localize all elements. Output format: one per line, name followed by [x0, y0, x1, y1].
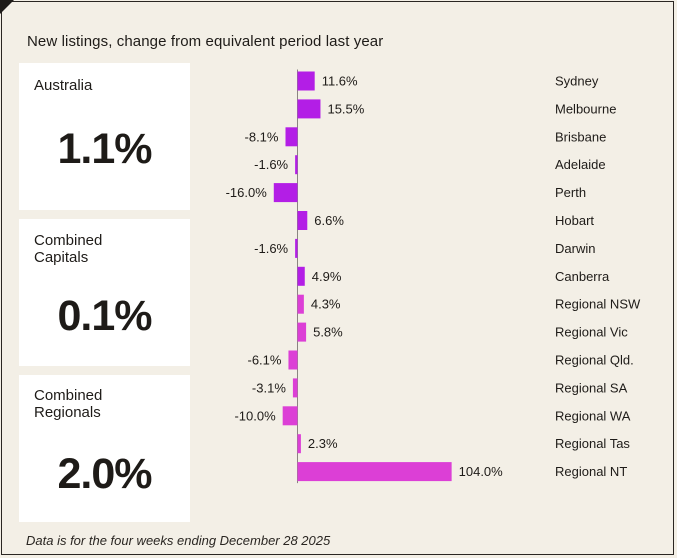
bar-sydney	[297, 71, 315, 91]
card-combined-regionals: Combined Regionals 2.0%	[19, 375, 190, 522]
bar-canberra	[297, 266, 305, 286]
card-australia: Australia 1.1%	[19, 63, 190, 210]
category-label-adelaide: Adelaide	[555, 157, 606, 172]
category-label-sydney: Sydney	[555, 74, 599, 89]
value-label-sydney: 11.6%	[322, 74, 358, 89]
card-combined-capitals-label: Combined Capitals	[34, 232, 103, 266]
value-label-regional-tas: 2.3%	[308, 436, 338, 451]
category-label-regional-nt: Regional NT	[555, 464, 627, 479]
bar-regional-tas	[297, 434, 301, 454]
value-label-adelaide: -1.6%	[254, 157, 288, 172]
bar-regional-sa	[292, 378, 298, 398]
card-australia-label: Australia	[34, 77, 93, 94]
bar-regional-vic	[297, 322, 307, 342]
chart-title: New listings, change from equivalent per…	[27, 33, 384, 50]
bar-brisbane	[285, 127, 298, 147]
category-label-melbourne: Melbourne	[555, 101, 616, 116]
bar-regional-wa	[282, 406, 298, 426]
card-combined-capitals: Combined Capitals 0.1%	[19, 219, 190, 366]
category-label-hobart: Hobart	[555, 213, 594, 228]
value-label-regional-qld: -6.1%	[247, 353, 281, 368]
value-label-regional-nsw: 4.3%	[311, 297, 341, 312]
value-label-regional-wa: -10.0%	[234, 408, 276, 423]
bar-perth	[273, 183, 298, 203]
value-label-regional-nt: 104.0%	[459, 464, 504, 479]
category-label-regional-sa: Regional SA	[555, 380, 628, 395]
value-label-hobart: 6.6%	[314, 213, 344, 228]
bar-darwin	[295, 238, 298, 258]
card-combined-capitals-value: 0.1%	[57, 292, 152, 340]
category-label-regional-tas: Regional Tas	[555, 436, 630, 451]
value-label-brisbane: -8.1%	[245, 129, 279, 144]
value-label-perth: -16.0%	[226, 185, 268, 200]
value-label-darwin: -1.6%	[254, 241, 288, 256]
corner-mark	[0, 0, 14, 14]
bar-regional-nsw	[297, 294, 304, 314]
category-label-regional-qld: Regional Qld.	[555, 353, 634, 368]
category-label-canberra: Canberra	[555, 269, 610, 284]
footnote: Data is for the four weeks ending Decemb…	[26, 533, 331, 548]
bar-hobart	[297, 211, 308, 230]
category-label-darwin: Darwin	[555, 241, 595, 256]
bar-melbourne	[297, 99, 321, 119]
category-label-regional-vic: Regional Vic	[555, 325, 628, 340]
card-australia-value: 1.1%	[57, 125, 152, 173]
bar-regional-qld	[288, 350, 298, 370]
card-combined-regionals-value: 2.0%	[57, 450, 152, 498]
value-label-melbourne: 15.5%	[327, 101, 364, 116]
card-combined-regionals-label: Combined Regionals	[34, 387, 103, 421]
bar-regional-nt	[297, 462, 452, 482]
value-label-canberra: 4.9%	[312, 269, 342, 284]
category-label-perth: Perth	[555, 185, 586, 200]
bar-adelaide	[295, 155, 298, 175]
category-label-brisbane: Brisbane	[555, 129, 606, 144]
value-label-regional-sa: -3.1%	[252, 380, 286, 395]
category-label-regional-nsw: Regional NSW	[555, 297, 641, 312]
value-label-regional-vic: 5.8%	[313, 325, 343, 340]
category-label-regional-wa: Regional WA	[555, 408, 631, 423]
